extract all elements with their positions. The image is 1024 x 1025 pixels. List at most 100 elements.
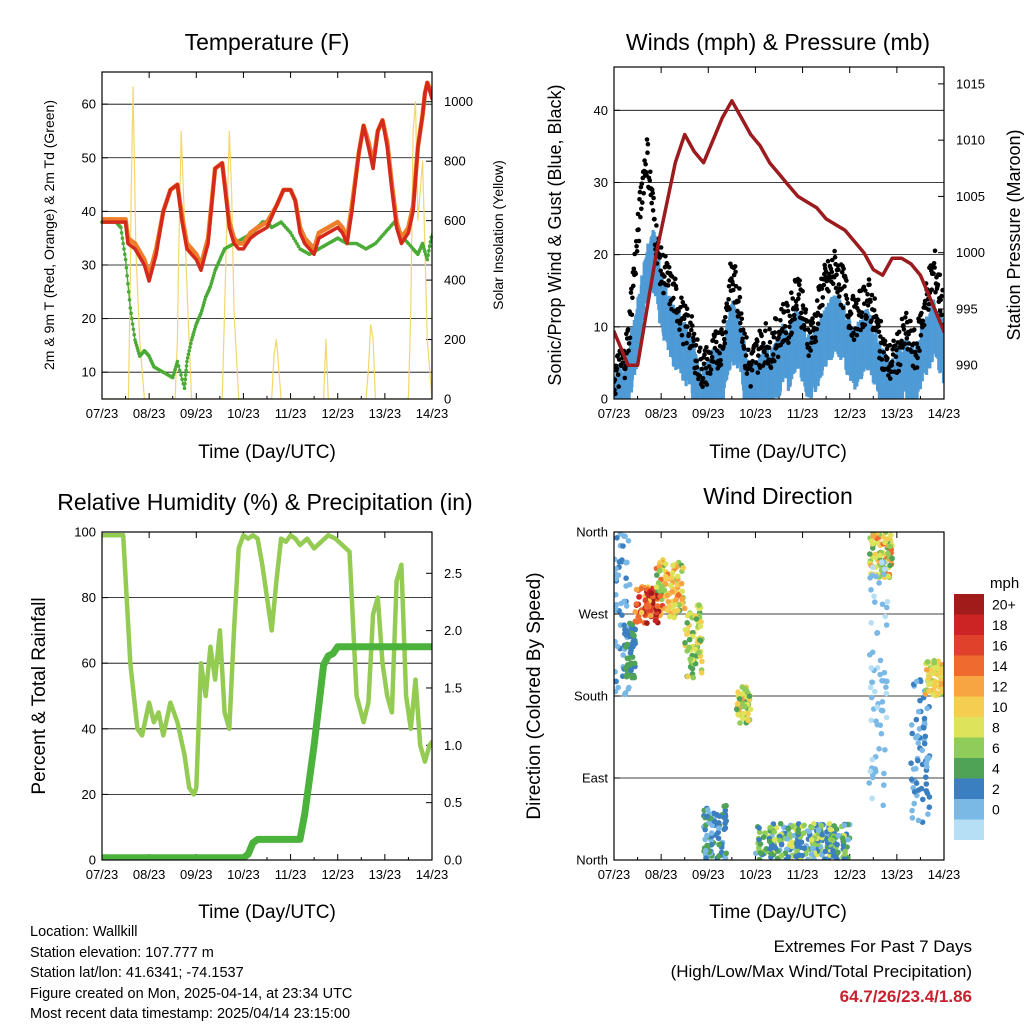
direction-dot xyxy=(796,852,802,858)
pressure-line xyxy=(614,99,944,367)
y-tick-label: North xyxy=(576,853,608,868)
gust-dot xyxy=(739,316,745,322)
direction-dot xyxy=(916,726,923,732)
direction-dot xyxy=(629,674,635,681)
direction-dot xyxy=(815,827,822,833)
gust-dot xyxy=(746,347,751,353)
gust-dot xyxy=(639,181,645,186)
direction-dot xyxy=(652,617,659,624)
station-elevation: Station elevation: 107.777 m xyxy=(30,944,214,961)
direction-dot xyxy=(913,780,920,786)
station-latlon: Station lat/lon: 41.6341; -74.1537 xyxy=(30,965,244,981)
gust-dot xyxy=(685,313,691,318)
direction-dot xyxy=(767,838,773,845)
direction-dot xyxy=(665,598,672,605)
gust-dot xyxy=(722,341,728,346)
gust-dot xyxy=(862,301,867,307)
gust-dot xyxy=(741,346,747,351)
direction-dot xyxy=(801,822,807,829)
direction-dot xyxy=(686,636,693,643)
gust-dot xyxy=(620,360,626,365)
direction-dot xyxy=(830,848,836,854)
direction-dot xyxy=(756,856,763,860)
gust-dot xyxy=(775,354,781,360)
gust-dot xyxy=(813,335,818,340)
gust-dot xyxy=(877,349,883,354)
gust-dot xyxy=(851,337,857,343)
x-tick-label: 10/23 xyxy=(227,867,260,882)
gust-dot xyxy=(806,353,811,359)
direction-dot xyxy=(635,613,642,620)
direction-dot xyxy=(931,683,938,689)
gust-dot xyxy=(797,282,802,288)
direction-dot xyxy=(877,657,884,664)
x-tick-label: 12/23 xyxy=(833,406,866,421)
direction-dot xyxy=(662,561,669,567)
direction-dot xyxy=(915,817,922,824)
gust-dot xyxy=(740,336,745,342)
gust-dot xyxy=(771,352,776,357)
gust-dot xyxy=(868,299,873,304)
humidity-xlabel: Time (Day/UTC) xyxy=(198,902,336,923)
gust-dot xyxy=(839,270,845,275)
y-tick-label-right: 1015 xyxy=(956,76,985,91)
direction-dot xyxy=(740,710,747,717)
gust-dot xyxy=(931,271,936,276)
direction-dot xyxy=(872,688,878,695)
direction-dot xyxy=(697,637,703,643)
gust-dot xyxy=(937,272,943,278)
direction-dot xyxy=(924,659,931,665)
gust-dot xyxy=(842,284,847,289)
direction-dot xyxy=(879,601,886,608)
y-tick-label: 10 xyxy=(594,319,608,334)
direction-dot xyxy=(908,760,914,766)
direction-dot xyxy=(638,585,644,592)
gust-dot xyxy=(932,248,938,254)
direction-dot xyxy=(842,848,848,855)
direction-dot xyxy=(879,699,886,705)
direction-dot xyxy=(879,677,885,684)
direction-dot xyxy=(702,847,709,854)
direction-dot xyxy=(777,820,784,827)
legend-swatch xyxy=(954,819,984,840)
x-tick-label: 08/23 xyxy=(133,406,166,421)
legend-swatch xyxy=(954,635,984,656)
y-tick-label-right: 400 xyxy=(444,273,466,288)
gust-dot xyxy=(705,356,710,362)
direction-dot xyxy=(822,856,828,860)
gust-dot xyxy=(707,371,713,376)
direction-dot xyxy=(921,715,928,722)
gust-dot xyxy=(616,384,621,389)
direction-dot xyxy=(614,604,618,610)
gust-dot xyxy=(915,355,920,361)
y-tick-label-right: 2.5 xyxy=(444,566,462,581)
gust-dot xyxy=(894,347,899,353)
gust-dot xyxy=(694,365,700,370)
gust-dot xyxy=(634,244,639,249)
gust-dot xyxy=(749,367,755,373)
gust-dot xyxy=(844,278,849,283)
direction-dot xyxy=(822,848,829,855)
direction-dot xyxy=(654,572,660,578)
direction-dot xyxy=(716,820,722,826)
legend-label: 6 xyxy=(992,740,1000,756)
direction-dot xyxy=(626,581,633,588)
gust-dot xyxy=(935,282,941,288)
gust-dot xyxy=(649,200,654,206)
gust-dot xyxy=(615,353,621,358)
direction-dot xyxy=(868,694,875,701)
legend-swatch xyxy=(954,614,984,635)
direction-dot xyxy=(681,605,688,612)
direction-dot xyxy=(623,575,629,581)
plot-frame xyxy=(613,531,945,861)
gust-dot xyxy=(912,327,917,333)
gust-dot xyxy=(889,359,895,365)
wind-direction-panel: Wind Direction Time (Day/UTC) Direction … xyxy=(524,483,1019,923)
direction-dot xyxy=(767,846,774,852)
gust-dot xyxy=(867,282,872,288)
direction-dot xyxy=(690,674,697,681)
gust-dot xyxy=(872,296,877,301)
direction-dot xyxy=(789,843,795,850)
gust-dot xyxy=(614,366,620,371)
direction-dot xyxy=(883,622,890,628)
